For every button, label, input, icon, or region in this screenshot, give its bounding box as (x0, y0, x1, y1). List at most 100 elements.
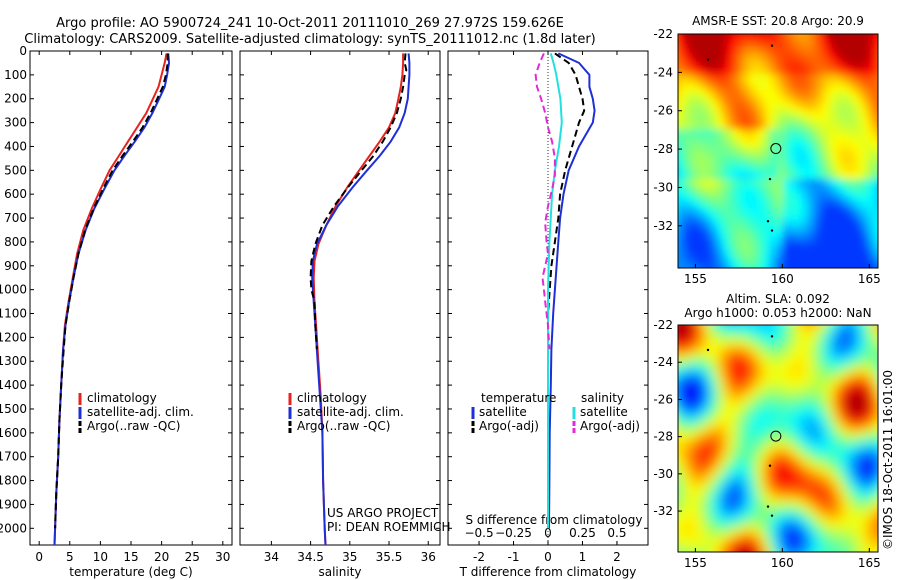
salinity-x-tick-label: 35.5 (376, 550, 403, 564)
sla_map-y-tick-label: -30 (653, 467, 673, 481)
sla-map-title-line-2: Argo h1000: 0.053 h2000: NaN (684, 306, 871, 320)
depth-tick-label: 1800 (0, 474, 27, 488)
sla-map-title-line-1: Altim. SLA: 0.092 (726, 292, 830, 306)
temperature-series-argo-raw-qc- (54, 53, 169, 529)
temperature-legend-label: satellite-adj. clim. (87, 405, 194, 419)
depth-tick-label: 2000 (0, 521, 27, 535)
salinity-x-axis-label: salinity (318, 565, 361, 579)
depth-tick-label: 1000 (0, 283, 27, 297)
depth-tick-label: 100 (4, 68, 27, 82)
sla_map-coast-mark (768, 464, 772, 467)
difference-legend-label: Argo(-adj) (580, 419, 640, 433)
sst_map-y-tick-label: -32 (653, 219, 673, 233)
temperature-series-climatology (53, 53, 168, 546)
temperature-x-axis-label: temperature (deg C) (69, 565, 192, 579)
difference-legend-title-temperature: temperature (481, 391, 556, 405)
sla_map-argo-marker (770, 430, 782, 442)
salinity-series-climatology (312, 53, 405, 546)
sst_map-x-tick-label: 155 (684, 272, 707, 286)
sla_map-y-tick-label: -32 (653, 504, 673, 518)
difference-x-tick-label: -1 (508, 550, 520, 564)
salinity-plot-frame (239, 50, 441, 546)
depth-tick-label: 700 (4, 211, 27, 225)
difference-x-tick-label: 1 (579, 550, 587, 564)
sst_map-argo-marker (770, 143, 782, 155)
temperature-x-tick-label: 0 (35, 550, 43, 564)
sst_map-coast-mark (770, 44, 774, 47)
sst_map-coast-mark (768, 177, 772, 181)
salinity-x-tick-label: 34 (264, 550, 279, 564)
sst_map-coast-mark (766, 220, 770, 223)
temperature-x-tick-label: 25 (185, 550, 200, 564)
sst_map-y-tick-label: -28 (653, 142, 673, 156)
sla_map-coast-mark (770, 514, 774, 517)
project-note-line-2: PI: DEAN ROEMMICH (327, 520, 450, 534)
figure-title-line-1: Argo profile: AO 5900724_241 10-Oct-2011… (56, 16, 564, 31)
sst_map-y-tick-label: -24 (653, 65, 673, 79)
difference-top-tick-label: −0.5 (464, 526, 493, 540)
temperature-series-satellite-adj-clim- (53, 53, 171, 546)
sst_map-coast-mark (770, 229, 774, 232)
sst_map-y-tick-label: -22 (653, 27, 673, 41)
sla_map-coast-mark (766, 505, 770, 508)
temperature-x-tick-label: 5 (66, 550, 74, 564)
sla_map-frame (677, 324, 879, 553)
difference-legend-label: Argo(-adj) (479, 419, 539, 433)
salinity-profile-panel: 34 34.5 35 35.5 36 salinity climatologysatelli… (239, 50, 441, 579)
temperature-profile-panel: 0 5 10 15 20 25 30 temperature (deg C) 0 100 200 30… (0, 44, 233, 579)
temperature-legend-label: climatology (87, 391, 157, 405)
sla_map-x-tick-label: 160 (771, 556, 794, 570)
depth-tick-label: 1700 (0, 450, 27, 464)
depth-tick-label: 400 (4, 139, 27, 153)
sla-map: 155 160 165 -22 -24 -26 -28 -30 -32 (653, 318, 880, 570)
sla_map-y-tick-label: -24 (653, 355, 673, 369)
temperature-x-tick-label: 30 (215, 550, 230, 564)
depth-tick-label: 1400 (0, 378, 27, 392)
difference-series-temperature-satellite (548, 52, 596, 529)
depth-tick-label: 800 (4, 235, 27, 249)
salinity-legend-label: climatology (297, 391, 367, 405)
sst-map: 155 160 165 -22 -24 -26 -28 -30 -32 (653, 27, 881, 286)
temperature-legend-label: Argo(..raw -QC) (87, 419, 180, 433)
difference-top-tick-label: 0 (544, 526, 552, 540)
salinity-x-tick-label: 36 (421, 550, 436, 564)
sla_map-y-tick-label: -26 (653, 392, 673, 406)
salinity-legend-label: Argo(..raw -QC) (297, 419, 390, 433)
salinity-series-satellite-adj-clim- (311, 53, 411, 546)
temperature-x-tick-label: 15 (123, 550, 138, 564)
depth-tick-label: 200 (4, 92, 27, 106)
figure-title-line-2: Climatology: CARS2009. Satellite-adjuste… (24, 32, 596, 47)
salinity-x-tick-label: 35 (342, 550, 357, 564)
sla_map-y-tick-label: -22 (653, 318, 673, 332)
difference-top-tick-label: 0.25 (569, 526, 596, 540)
sst_map-x-tick-label: 165 (858, 272, 881, 286)
difference-legend-label: satellite (479, 405, 527, 419)
difference-x-tick-label: -2 (473, 550, 485, 564)
depth-tick-label: 1200 (0, 330, 27, 344)
difference-series-salinity-satellite (547, 53, 563, 529)
sla_map-coast-mark (706, 348, 710, 352)
depth-tick-label: 1600 (0, 426, 27, 440)
difference-top-tick-label: −0.25 (495, 526, 532, 540)
depth-tick-label: 900 (4, 259, 27, 273)
sst_map-y-tick-label: -26 (653, 104, 673, 118)
credit-text: ©IMOS 18-Oct-2011 16:01:00 (881, 370, 895, 550)
sst-map-title: AMSR-E SST: 20.8 Argo: 20.9 (692, 14, 864, 28)
difference-legend-title-salinity: salinity (581, 391, 624, 405)
sla_map-y-tick-label: -28 (653, 430, 673, 444)
difference-top-tick-label: 0.5 (607, 526, 626, 540)
sst_map-colour-field (678, 34, 878, 268)
depth-tick-label: 300 (4, 116, 27, 130)
difference-series-temperature-argo-adj- (547, 52, 586, 529)
depth-tick-label: 1100 (0, 307, 27, 321)
sst_map-y-tick-label: -30 (653, 180, 673, 194)
depth-tick-label: 500 (4, 163, 27, 177)
difference-legend-label: satellite (580, 405, 628, 419)
sla_map-x-tick-label: 155 (684, 556, 707, 570)
temperature-plot-frame (29, 50, 233, 546)
difference-top-label: S difference from climatology (466, 513, 643, 527)
temperature-x-tick-label: 20 (154, 550, 169, 564)
salinity-legend-label: satellite-adj. clim. (297, 405, 404, 419)
difference-x-tick-label: 0 (544, 550, 552, 564)
